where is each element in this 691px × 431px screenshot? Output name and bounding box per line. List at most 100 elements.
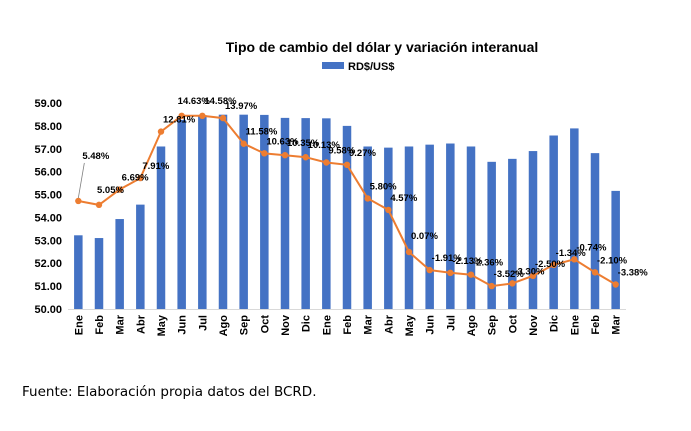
line-point <box>385 206 392 214</box>
point-label: -2.13% <box>452 256 483 267</box>
line-point <box>323 159 330 166</box>
line-point <box>343 161 351 168</box>
point-label: 10.63% <box>266 136 299 147</box>
chart: Tipo de cambio del dólar y variación int… <box>34 39 648 337</box>
line-point <box>467 271 475 278</box>
x-tick-label: May <box>156 314 168 336</box>
point-label: 6.69% <box>122 173 149 184</box>
bar <box>136 204 145 309</box>
line-point <box>364 195 371 202</box>
x-tick-label: Nov <box>280 314 292 336</box>
line-point <box>529 272 537 280</box>
point-label: 14.58% <box>204 96 237 107</box>
y-tick-label: 53.00 <box>34 235 62 247</box>
point-label: 9.58% <box>328 146 355 157</box>
x-tick-label: Jul <box>445 315 457 331</box>
bar <box>508 158 517 309</box>
bar <box>115 219 124 309</box>
point-label: -1.91% <box>432 253 463 264</box>
x-tick-label: Feb <box>94 315 106 335</box>
bar <box>198 115 207 309</box>
line-point <box>426 266 433 274</box>
x-tick-label: Dic <box>549 315 561 332</box>
x-tick-label: Abr <box>135 314 147 334</box>
line-point <box>95 201 103 209</box>
bar-series <box>74 114 620 310</box>
point-label: -1.34% <box>556 248 587 259</box>
bar <box>425 144 434 309</box>
line-point <box>612 281 619 288</box>
line-point <box>219 114 227 122</box>
bar <box>384 147 393 309</box>
bar <box>177 119 186 309</box>
legend-swatch-bars <box>322 62 344 69</box>
x-tick-label: Mar <box>611 314 623 334</box>
point-label: 9.27% <box>349 148 376 159</box>
line-series <box>75 112 619 290</box>
point-label: -3.52% <box>494 269 525 280</box>
bar <box>239 114 248 309</box>
y-tick-label: 55.00 <box>34 190 62 202</box>
bar <box>611 190 620 309</box>
y-tick-label: 58.00 <box>34 121 62 133</box>
point-label: -0.74% <box>576 242 607 253</box>
bar <box>466 146 476 309</box>
bar <box>301 118 310 310</box>
x-tick-label: Dic <box>301 315 313 332</box>
y-axis: 50.00 51.00 52.00 53.00 54.00 55.00 56.00 57.00… <box>34 98 62 316</box>
bar <box>404 146 414 309</box>
x-tick-label: Oct <box>259 315 271 334</box>
bar <box>570 128 579 309</box>
x-tick-label: Ago <box>218 315 230 337</box>
y-tick-label: 56.00 <box>34 167 62 179</box>
line-point <box>157 128 165 135</box>
x-tick-label: Ene <box>321 315 333 335</box>
line-point <box>302 154 309 161</box>
point-label: 14.63% <box>178 96 211 107</box>
x-tick-label: Nov <box>528 314 540 336</box>
x-tick-label: Abr <box>383 314 395 334</box>
point-label: 4.57% <box>390 193 417 204</box>
bar <box>280 117 290 309</box>
x-tick-label: Jun <box>177 315 189 335</box>
bar <box>218 114 228 309</box>
bar <box>487 161 496 309</box>
chart-title: Tipo de cambio del dólar y variación int… <box>226 39 539 55</box>
point-label: 12.81% <box>163 115 196 126</box>
bar <box>94 238 104 309</box>
y-tick-label: 57.00 <box>34 144 62 156</box>
point-label: 5.48% <box>82 151 109 162</box>
bar <box>528 151 538 309</box>
point-label: 5.80% <box>370 181 397 192</box>
point-label: 0.07% <box>411 231 438 242</box>
point-label: -2.36% <box>473 258 504 269</box>
point-label: -2.50% <box>535 259 566 270</box>
x-tick-label: Ene <box>569 315 581 335</box>
line-point <box>550 261 557 269</box>
label-leader-line <box>77 162 85 199</box>
x-axis: Ene Feb Mar Abr May Jun Jul Ago Sep Oct Nov Dic Ene F… <box>68 309 626 337</box>
bar <box>549 135 558 309</box>
point-label: 11.58% <box>246 127 278 138</box>
x-tick-label: Ago <box>466 315 478 337</box>
x-tick-label: Sep <box>239 315 251 335</box>
bar <box>590 153 600 309</box>
line-point <box>116 186 123 193</box>
point-label: 7.91% <box>142 161 169 172</box>
bar <box>363 146 372 309</box>
line-point <box>75 197 82 205</box>
point-label: 13.97% <box>225 101 258 112</box>
point-label: -2.10% <box>597 255 628 266</box>
line-point <box>447 269 454 277</box>
y-tick-label: 59.00 <box>34 98 62 110</box>
bar <box>260 114 269 309</box>
y-tick-label: 54.00 <box>34 212 62 224</box>
line-point <box>137 174 144 182</box>
point-labels: 5.48% 5.05%6.69%7.91% 12.81% 14.63%14.58%13… <box>77 96 648 280</box>
line-point <box>178 112 185 120</box>
legend: RD$/US$ <box>322 61 394 73</box>
bar <box>322 118 331 309</box>
line-point <box>199 112 206 120</box>
point-label: 10.35% <box>287 138 320 149</box>
x-tick-label: Mar <box>115 314 127 334</box>
